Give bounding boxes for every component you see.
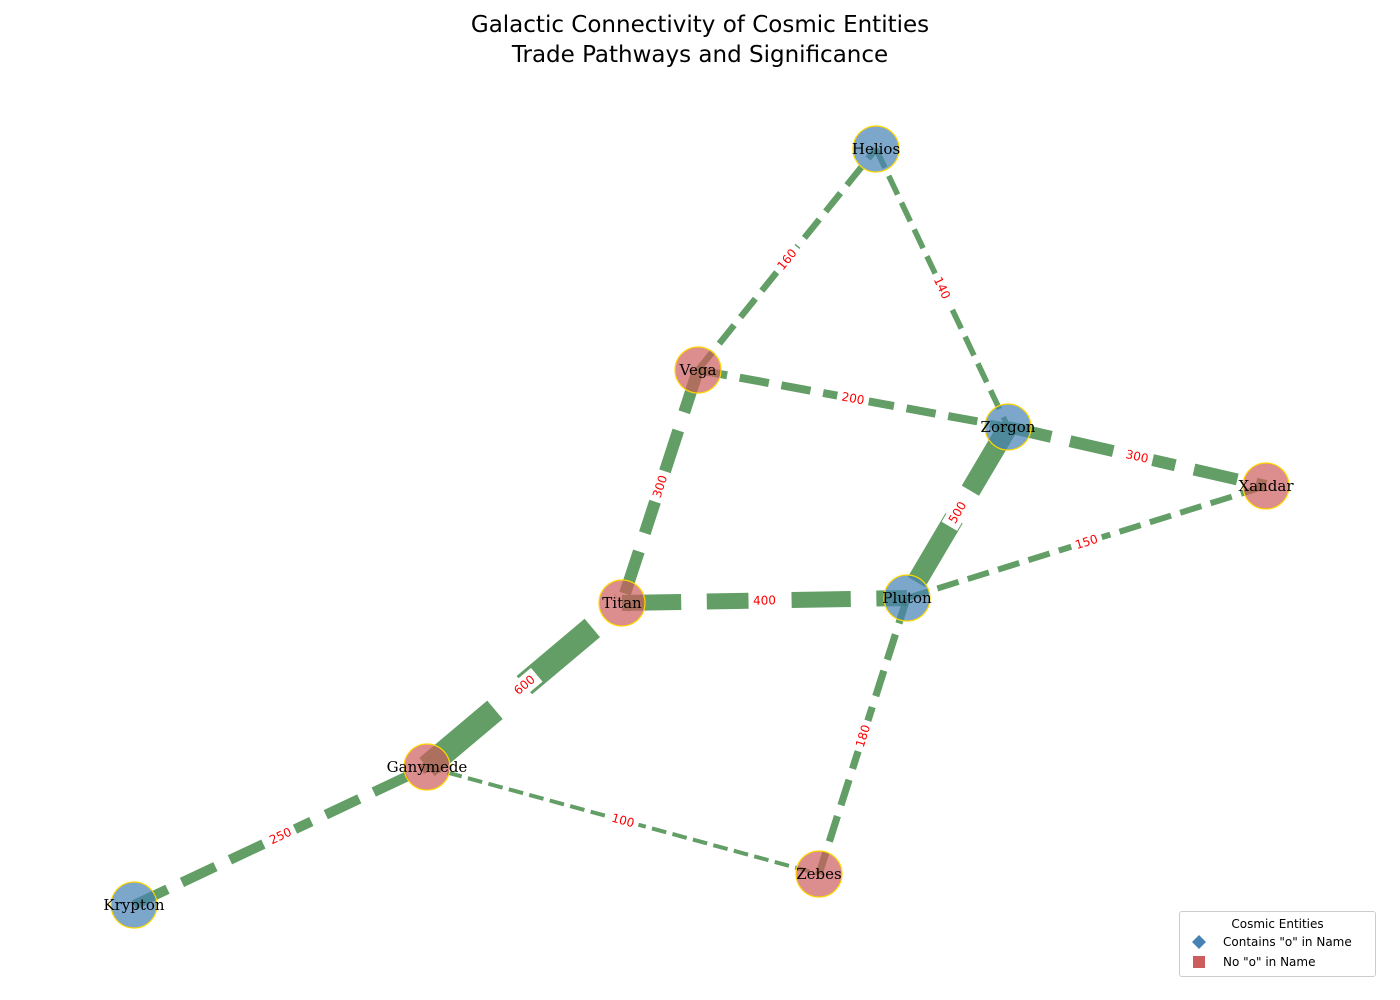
node-label: Titan [602, 594, 642, 612]
edge-label-group: 400 [748, 591, 780, 610]
edges-layer [134, 149, 1266, 905]
edge-weight-label: 300 [650, 473, 670, 499]
edge-label-group: 300 [1119, 444, 1154, 469]
edge-label-group: 180 [850, 718, 877, 754]
legend: Cosmic Entities Contains "o" in Name No … [1179, 911, 1376, 977]
legend-diamond-marker [1192, 935, 1206, 949]
node-xandar[interactable]: Xandar [1239, 463, 1295, 509]
node-helios[interactable]: Helios [852, 126, 900, 172]
legend-item-no-o: No "o" in Name [1180, 952, 1375, 972]
edge-weight-label: 180 [853, 723, 873, 749]
edge-label-group: 300 [646, 468, 673, 504]
node-label: Ganymede [387, 758, 468, 776]
edge-label-group: 150 [1069, 529, 1105, 556]
node-label: Pluton [882, 589, 932, 607]
legend-label: Contains "o" in Name [1223, 935, 1352, 949]
edge-label-group: 100 [605, 808, 641, 834]
edge-label-group: 200 [836, 387, 871, 410]
edge-weight-label: 400 [753, 593, 776, 607]
legend-square-marker [1193, 956, 1205, 968]
edge-weight-label: 150 [1073, 532, 1099, 552]
node-vega[interactable]: Vega [675, 347, 721, 393]
node-zebes[interactable]: Zebes [796, 851, 842, 897]
node-titan[interactable]: Titan [599, 580, 645, 626]
node-label: Zebes [796, 865, 841, 883]
legend-label: No "o" in Name [1223, 955, 1315, 969]
node-label: Helios [852, 140, 900, 158]
node-label: Krypton [103, 896, 165, 914]
node-label: Vega [679, 361, 717, 379]
edge-label-group: 140 [927, 270, 957, 307]
node-label: Zorgon [981, 418, 1036, 436]
nodes-layer: Helios Vega Zorgon Xandar Titan Pluton Ganymed… [103, 126, 1294, 928]
legend-item-contains-o: Contains "o" in Name [1180, 932, 1375, 952]
legend-title: Cosmic Entities [1180, 916, 1375, 932]
node-krypton[interactable]: Krypton [103, 882, 165, 928]
node-label: Xandar [1239, 477, 1295, 495]
